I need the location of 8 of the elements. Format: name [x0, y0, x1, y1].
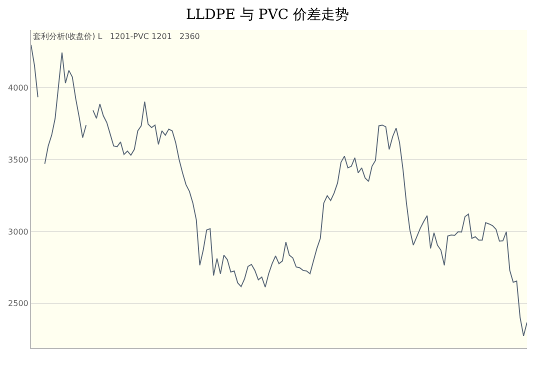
line-series: [44, 52, 87, 164]
y-tick-label: 2500: [8, 299, 28, 308]
y-tick-label: 4000: [8, 83, 28, 92]
chart-title: LLDPE 与 PVC 价差走势: [186, 7, 350, 24]
y-tick-label: 3000: [8, 227, 28, 236]
y-tick-label: 3500: [8, 155, 28, 164]
line-series: [92, 101, 527, 336]
annotation: 套利分析(收盘价) L 1201-PVC 1201 2360: [33, 32, 200, 41]
